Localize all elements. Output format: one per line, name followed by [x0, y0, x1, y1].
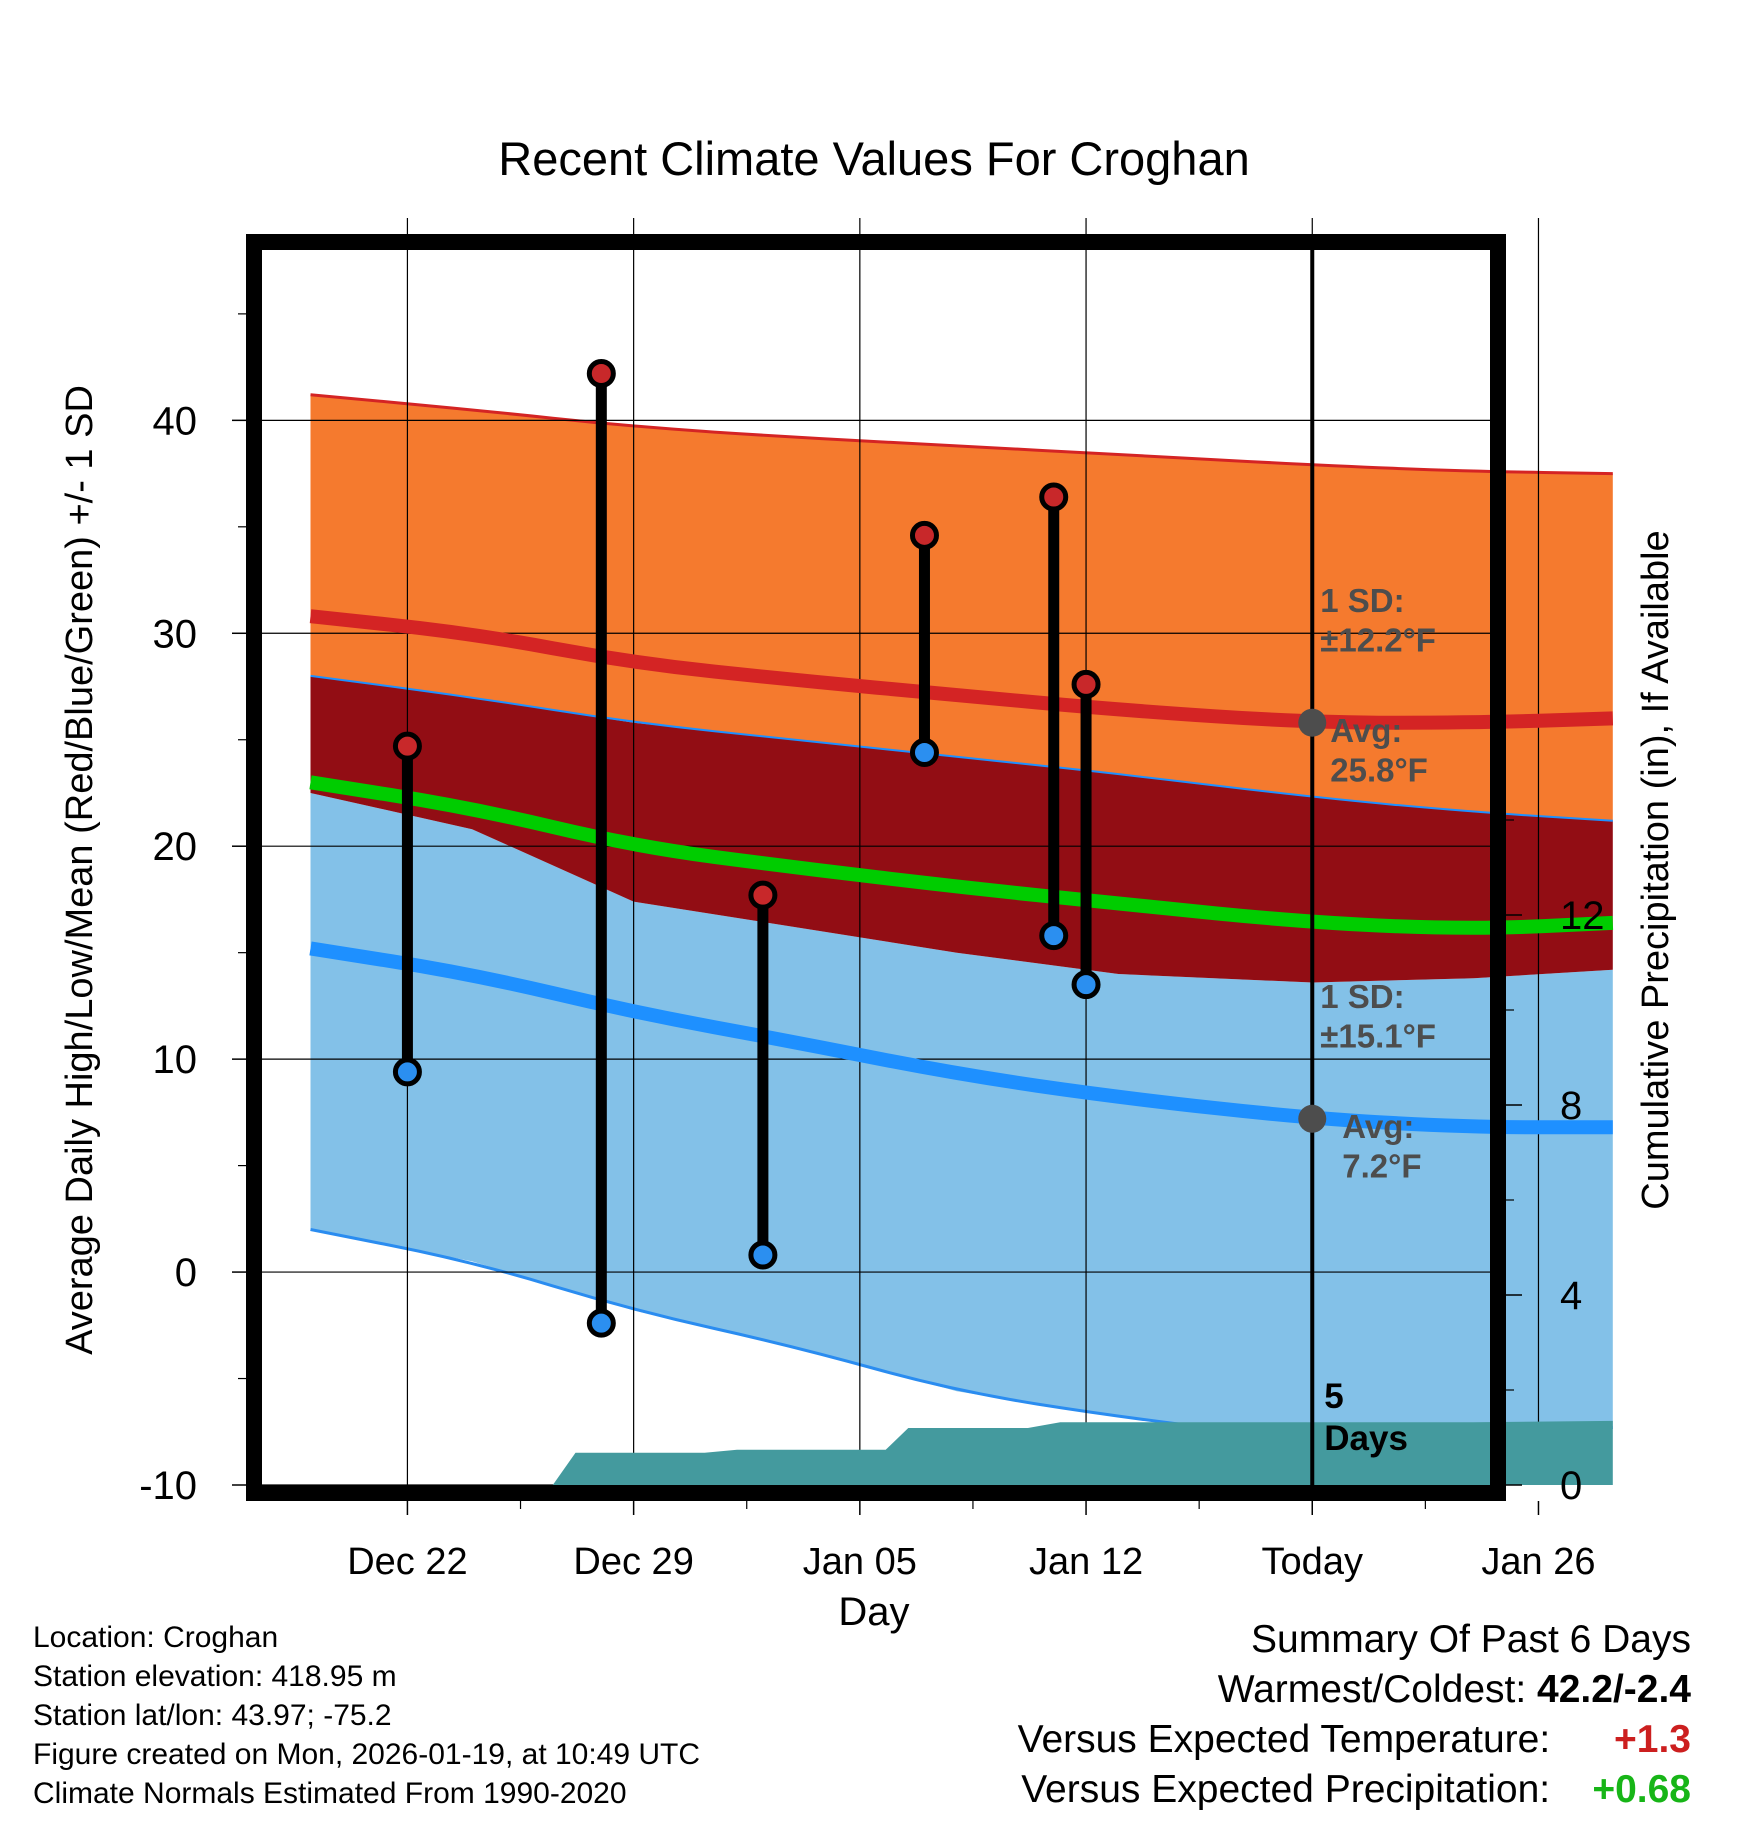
precip-label: Versus Expected Precipitation:: [1021, 1768, 1551, 1811]
observations: [392, 359, 1101, 1338]
annotations: 1 SD: ±12.2°F Avg: 25.8°F 1 SD: ±15.1°F Avg: 7.…: [1298, 582, 1436, 1458]
today-high-avg-point: [1298, 708, 1327, 737]
x-tick-label-1: Dec 29: [573, 1541, 693, 1583]
obs-low-point-0: [392, 1057, 422, 1087]
x-tick-label-2: Jan 05: [803, 1541, 917, 1583]
elevation-text: Station elevation: 418.95 m: [33, 1660, 397, 1693]
obs-high-point-3: [909, 520, 939, 550]
latlon-text: Station lat/lon: 43.97; -75.2: [33, 1699, 392, 1732]
y-tick-label-0: -10: [139, 1464, 197, 1508]
location-text: Location: Croghan: [33, 1621, 279, 1654]
mean-avg-line: [309, 775, 1614, 935]
precip-value: +0.68: [1592, 1768, 1691, 1811]
summary-panel: Summary Of Past 6 Days Warmest/Coldest: …: [1018, 1615, 1691, 1815]
x-tick-label-0: Dec 22: [347, 1541, 467, 1583]
summary-precip-row: Versus Expected Precipitation: +0.68: [1018, 1765, 1691, 1815]
plot-frame: [246, 234, 1506, 1501]
y-tick-label-4: 30: [153, 612, 198, 656]
x-tick-label-4: Today: [1262, 1541, 1363, 1583]
obs-low-point-4: [1039, 921, 1069, 951]
summary-temp-row: Versus Expected Temperature: +1.3: [1018, 1715, 1691, 1765]
x-tick-label-5: Jan 26: [1481, 1541, 1595, 1583]
obs-high-point-5: [1071, 669, 1101, 699]
y-tick-label-1: 0: [175, 1251, 197, 1295]
y2-tick-label-3: 12: [1560, 894, 1605, 938]
x-axis-label: Day: [838, 1590, 909, 1634]
overlap-band: [310, 675, 1613, 983]
summary-warmest-row: Warmest/Coldest: 42.2/-2.4: [1018, 1665, 1691, 1715]
normals-text: Climate Normals Estimated From 1990-2020: [33, 1777, 627, 1810]
y2-tick-label-1: 4: [1560, 1274, 1582, 1318]
warmest-label: Warmest/Coldest:: [1217, 1668, 1527, 1711]
precip-cumulative-area: [552, 1420, 1613, 1485]
temp-value: +1.3: [1614, 1718, 1691, 1761]
high-avg-annotation: Avg: 25.8°F: [1330, 712, 1428, 789]
temp-label: Versus Expected Temperature:: [1017, 1718, 1551, 1761]
normal-bands: [310, 393, 1613, 1441]
station-info: Location: Croghan Station elevation: 418…: [33, 1618, 700, 1813]
y-tick-label-3: 20: [153, 825, 198, 869]
low-avg-line: [309, 941, 1613, 1135]
y-tick-label-5: 40: [153, 399, 198, 443]
low-avg-annotation: Avg: 7.2°F: [1342, 1108, 1421, 1185]
obs-high-point-0: [392, 731, 422, 761]
today-low-avg-point: [1298, 1104, 1327, 1133]
obs-high-point-2: [748, 880, 778, 910]
plot-border: [246, 234, 1506, 1501]
axes: -10 0 10 20 30 40 0 4 8 12 Dec 22 Dec 29 Jan 05 Jan 1…: [139, 313, 1605, 1583]
obs-low-point-1: [586, 1308, 616, 1338]
obs-low-point-2: [748, 1240, 778, 1270]
obs-low-point-3: [909, 738, 939, 768]
y-axis-label: Average Daily High/Low/Mean (Red/Blue/Gr…: [59, 385, 101, 1355]
obs-low-point-5: [1071, 970, 1101, 1000]
y2-tick-label-2: 8: [1560, 1084, 1582, 1128]
y2-axis-label: Cumulative Precipitation (in), If Availa…: [1635, 530, 1677, 1209]
created-text: Figure created on Mon, 2026-01-19, at 10…: [33, 1738, 701, 1771]
obs-high-point-4: [1039, 482, 1069, 512]
normal-lines: [309, 609, 1614, 1135]
high-minus-sd-edge: [310, 674, 1613, 822]
precipitation-area: [552, 250, 1613, 1485]
precip-days-annotation: 5 Days: [1324, 1377, 1408, 1458]
high-avg-line: [309, 609, 1614, 730]
high-plus-sd-edge: [310, 393, 1613, 476]
y2-tick-label-0: 0: [1560, 1464, 1582, 1508]
obs-high-point-1: [586, 359, 616, 388]
warmest-value: 42.2/-2.4: [1537, 1668, 1691, 1711]
low-sd-annotation: 1 SD: ±15.1°F: [1320, 978, 1436, 1055]
x-tick-label-3: Jan 12: [1029, 1541, 1143, 1583]
chart-title: Recent Climate Values For Croghan: [498, 132, 1249, 185]
high-sd-annotation: 1 SD: ±12.2°F: [1320, 582, 1436, 659]
summary-title: Summary Of Past 6 Days: [1251, 1618, 1691, 1661]
y-tick-label-2: 10: [153, 1038, 198, 1082]
low-sd-band: [310, 793, 1613, 1441]
